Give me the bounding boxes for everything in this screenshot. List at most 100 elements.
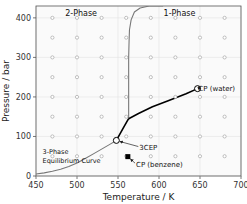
point-circle: [223, 95, 226, 98]
point-circle: [75, 95, 78, 98]
annotation: CP (water): [198, 85, 235, 93]
y-grid-line: [36, 96, 241, 97]
y-tick-label: 200: [16, 93, 31, 102]
point-circle: [174, 135, 177, 138]
point-circle: [125, 56, 128, 59]
point-circle: [223, 56, 226, 59]
point-circle: [125, 76, 128, 79]
annotation: 3CEP: [139, 144, 157, 152]
y-tick-label: 100: [16, 132, 31, 141]
point-circle: [198, 36, 201, 39]
point-circle: [125, 36, 128, 39]
point-circle: [223, 16, 226, 19]
x-tick: [200, 176, 201, 179]
curve: [116, 119, 128, 141]
point-circle: [198, 155, 201, 158]
annotation: 3-PhaseEquilibrium Curve: [43, 148, 101, 164]
point-circle: [198, 56, 201, 59]
point-circle: [223, 135, 226, 138]
point-circle: [149, 76, 152, 79]
annotation-line: CP (water): [198, 85, 235, 93]
point-circle: [125, 16, 128, 19]
point-circle: [223, 36, 226, 39]
point-circle: [174, 115, 177, 118]
point-circle: [75, 76, 78, 79]
point-circle: [51, 56, 54, 59]
axes: 4505005506006507000100200300400: [16, 6, 247, 190]
point-circle: [100, 16, 103, 19]
region-label: 1-Phase: [164, 9, 196, 18]
point-circle: [174, 95, 177, 98]
point-circle: [223, 115, 226, 118]
point-circle: [100, 115, 103, 118]
y-tick-label: 400: [16, 14, 31, 23]
point-circle: [51, 16, 54, 19]
point-circle: [100, 76, 103, 79]
point-circle: [125, 115, 128, 118]
annotations: 3CEP CP (benzene) CP (water) 3-PhaseEquilib…: [43, 9, 236, 169]
point-circle: [223, 76, 226, 79]
point-circle: [174, 155, 177, 158]
point-circle: [149, 95, 152, 98]
point-circle: [149, 155, 152, 158]
x-tick: [118, 176, 119, 179]
y-tick: [33, 17, 36, 18]
annotation-line: 1-Phase: [164, 9, 196, 18]
annotation-line: Equilibrium Curve: [43, 157, 101, 165]
x-grid-line: [159, 6, 160, 176]
point-circle: [198, 115, 201, 118]
point-circle: [75, 36, 78, 39]
x-tick-label: 600: [151, 181, 166, 190]
point-circle: [149, 16, 152, 19]
x-grid-line: [118, 6, 119, 176]
plot-frame: [36, 6, 241, 176]
point-circle: [51, 115, 54, 118]
y-tick: [33, 136, 36, 137]
x-tick-label: 500: [69, 181, 84, 190]
point-circle: [113, 137, 119, 143]
annotation-line: 2-Phase: [65, 9, 97, 18]
x-tick: [159, 176, 160, 179]
x-grid-line: [77, 6, 78, 176]
point-circle: [149, 135, 152, 138]
annotation-line: CP (benzene): [136, 161, 183, 169]
point-circle: [149, 115, 152, 118]
annotation-arrow: [130, 159, 135, 163]
x-tick: [241, 176, 242, 179]
x-tick-label: 450: [28, 181, 43, 190]
point-circle: [100, 135, 103, 138]
point-circle: [75, 135, 78, 138]
point-circle: [198, 16, 201, 19]
curve: [129, 6, 163, 119]
x-tick: [36, 176, 37, 179]
point-circle: [174, 76, 177, 79]
annotation-line: 3CEP: [139, 144, 157, 152]
point-circle: [75, 56, 78, 59]
y-axis-label: Pressure / bar: [1, 60, 11, 122]
point-circle: [100, 56, 103, 59]
point-circle: [100, 95, 103, 98]
curve: [36, 140, 116, 174]
y-grid-line: [36, 136, 241, 137]
curve: [129, 89, 198, 119]
point-square: [125, 154, 130, 159]
point-circle: [198, 95, 201, 98]
point-circle: [198, 135, 201, 138]
point-circle: [174, 56, 177, 59]
point-circle: [149, 56, 152, 59]
annotation: CP (benzene): [136, 161, 183, 169]
y-grid-line: [36, 57, 241, 58]
point-circle: [174, 36, 177, 39]
point-circle: [51, 36, 54, 39]
plot-area: [36, 6, 241, 176]
x-tick-label: 650: [192, 181, 207, 190]
chart: 4505005506006507000100200300400Temperatu…: [0, 0, 247, 204]
point-circle: [125, 95, 128, 98]
point-circle: [75, 115, 78, 118]
region-label: 2-Phase: [65, 9, 97, 18]
y-tick: [33, 57, 36, 58]
y-tick: [33, 96, 36, 97]
point-circle: [198, 76, 201, 79]
y-tick-label: 300: [16, 53, 31, 62]
x-axis-label: Temperature / K: [102, 192, 176, 202]
